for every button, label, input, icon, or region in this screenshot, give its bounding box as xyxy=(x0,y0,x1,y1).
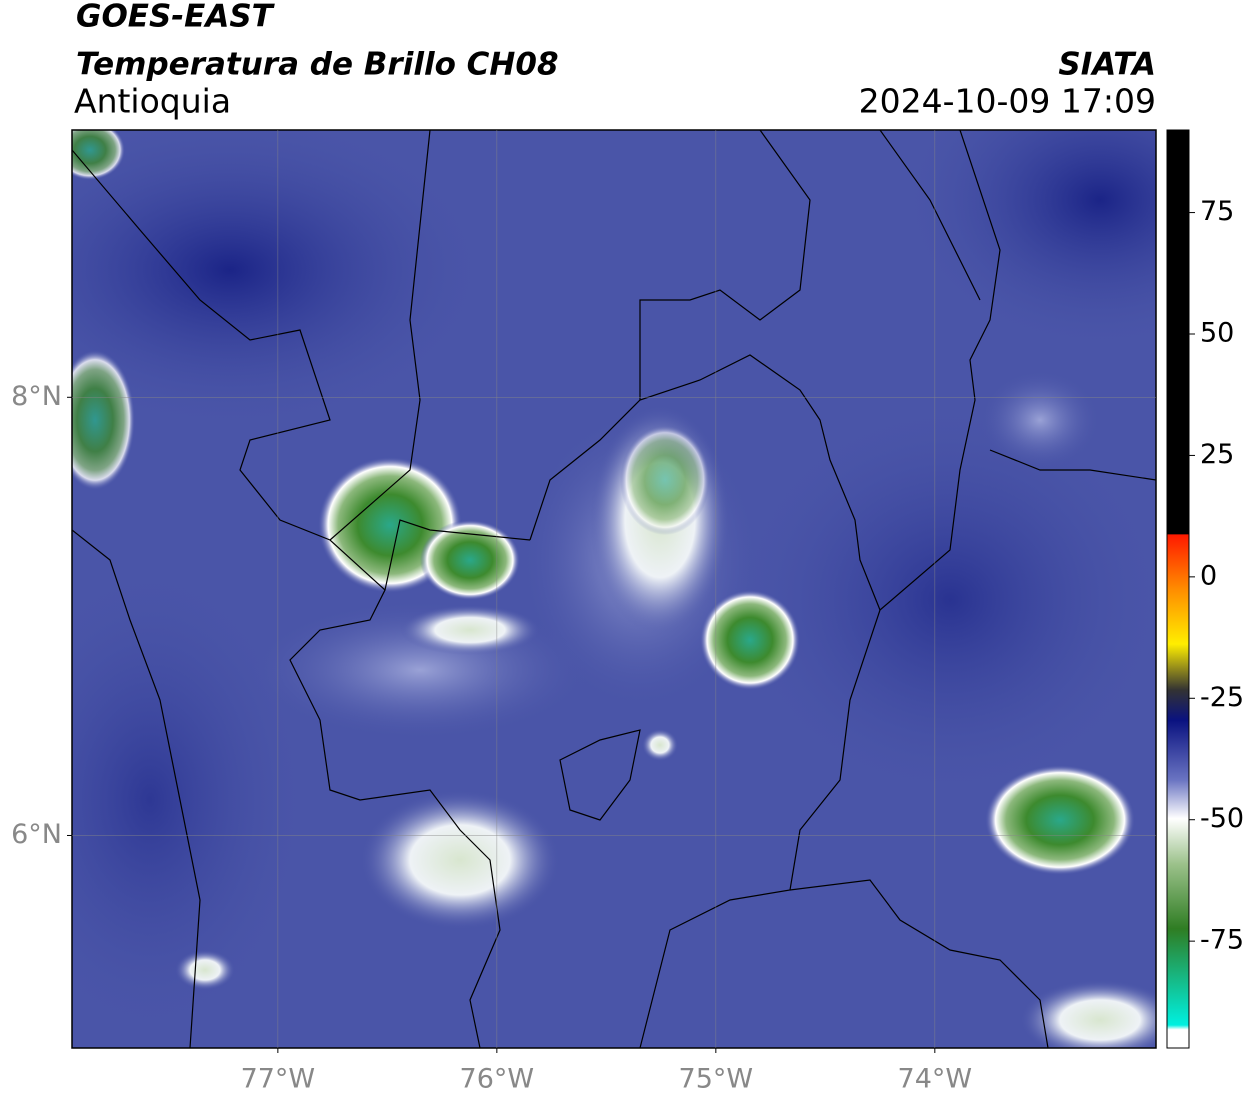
colorbar xyxy=(1166,129,1190,1049)
map-frame xyxy=(71,129,1157,1049)
colorbar-tick-label: 25 xyxy=(1200,439,1234,470)
colorbar-tick-label: -75 xyxy=(1200,925,1244,956)
colorbar-tick-label: -50 xyxy=(1200,803,1244,834)
colorbar-tick-label: 0 xyxy=(1200,560,1217,591)
x-tick-label: 75°W xyxy=(679,1064,754,1095)
datetime: 2024-10-09 17:09 xyxy=(859,82,1156,121)
colorbar-tick-label: -25 xyxy=(1200,682,1244,713)
x-tick-label: 76°W xyxy=(460,1064,535,1095)
colorbar-tick-label: 75 xyxy=(1200,196,1234,227)
title: GOES-EAST xyxy=(76,0,276,35)
colorbar-tick-label: 50 xyxy=(1200,318,1234,349)
x-tick-label: 77°W xyxy=(241,1064,316,1095)
x-tick-label: 74°W xyxy=(898,1064,973,1095)
y-tick-label: 8°N xyxy=(11,381,62,412)
map-field xyxy=(72,130,1156,1048)
source: SIATA xyxy=(1058,47,1156,83)
subtitle: Temperatura de Brillo CH08 xyxy=(76,47,559,83)
region: Antioquia xyxy=(74,82,231,121)
y-tick-label: 6°N xyxy=(11,819,62,850)
borders xyxy=(72,130,1156,1048)
